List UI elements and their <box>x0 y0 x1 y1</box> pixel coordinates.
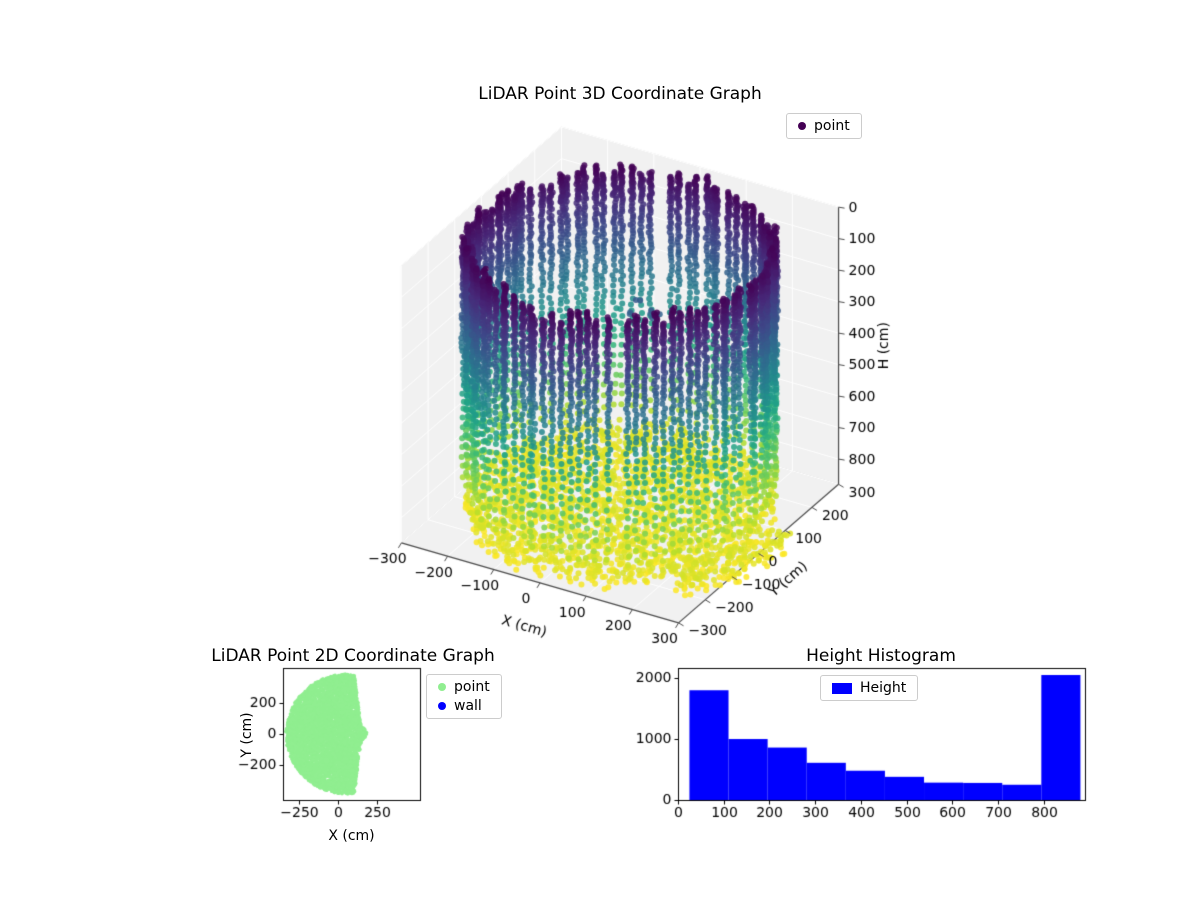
wall-marker-icon <box>438 702 446 710</box>
plot3d-legend-label: point <box>814 118 850 134</box>
plot2d-canvas <box>235 658 445 853</box>
legend-item: point <box>798 118 850 134</box>
plot2d-legend-label-wall: wall <box>454 698 482 714</box>
histogram-legend: Height <box>820 675 919 701</box>
point-marker-icon <box>438 683 446 691</box>
plot2d-legend-label-point: point <box>454 679 490 695</box>
plot2d-xlabel: X (cm) <box>328 828 375 844</box>
plot2d-ylabel: Y (cm) <box>239 712 255 758</box>
legend-item: Height <box>832 680 906 696</box>
histogram-legend-label: Height <box>860 680 907 696</box>
legend-item: wall <box>438 698 490 714</box>
legend-item: point <box>438 679 490 695</box>
plot2d-legend: point wall <box>426 674 502 719</box>
plot3d-canvas <box>320 80 920 660</box>
height-marker-icon <box>832 682 852 694</box>
plot3d-legend: point <box>786 113 862 139</box>
point-marker-icon <box>798 122 806 130</box>
